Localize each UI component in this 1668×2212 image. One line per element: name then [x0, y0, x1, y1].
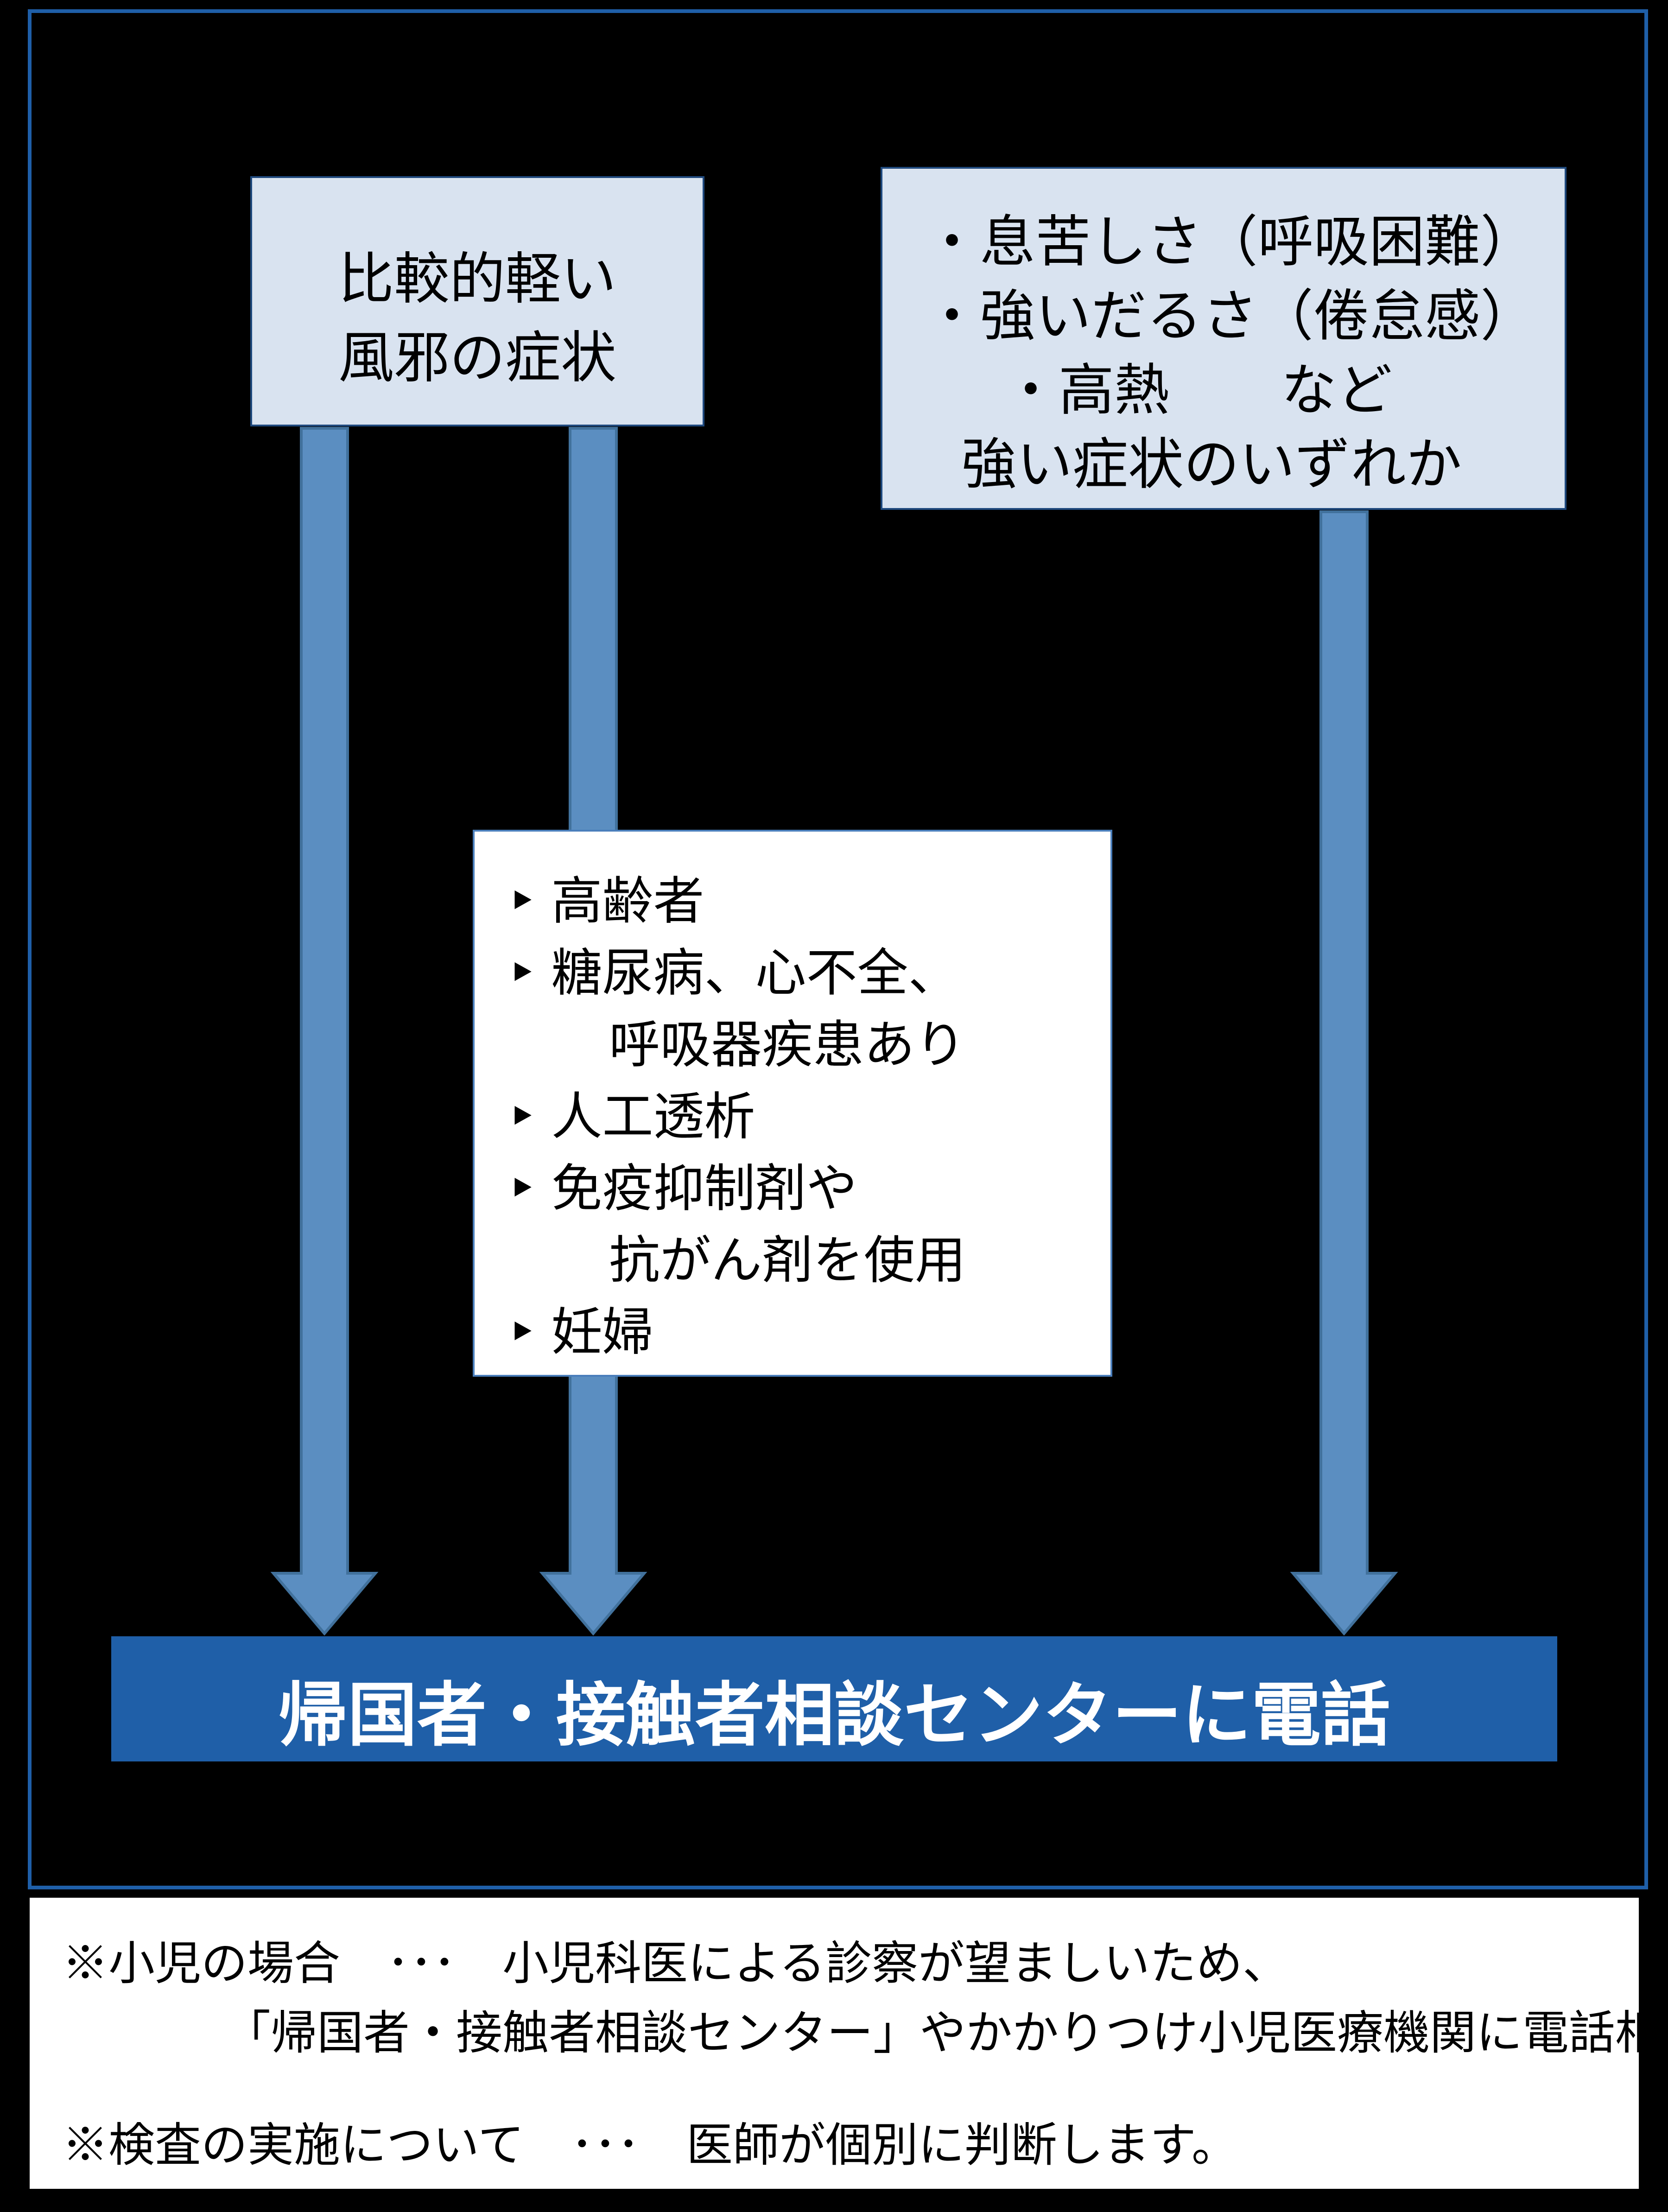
page: 比較的軽い 風邪の症状 ・息苦しさ（呼吸困難） ・強いだるさ（倦怠感） ・高熱 … [0, 0, 1668, 2212]
risk-item: ‣ 高齢者 [507, 859, 704, 934]
box-risk-factors: ‣ 高齢者‣ 糖尿病、心不全、 呼吸器疾患あり‣ 人工透析‣ 免疫抑制剤や 抗が… [473, 830, 1112, 1377]
risk-item: ‣ 人工透析 [507, 1075, 755, 1149]
risk-item: ‣ 妊婦 [507, 1290, 653, 1365]
box-cta: 帰国者・接触者相談センターに電話 [111, 1636, 1557, 1761]
risk-item: 抗がん剤を使用 [507, 1219, 966, 1293]
risk-item: ‣ 免疫抑制剤や [507, 1147, 857, 1221]
risk-item: ‣ 糖尿病、心不全、 [507, 931, 959, 1005]
severe-line1: ・息苦しさ（呼吸困難） [924, 197, 1536, 277]
mild-line1: 比較的軽い [252, 234, 703, 314]
severe-line3: ・高熱 など [1003, 345, 1392, 426]
mild-line2: 風邪の症状 [252, 312, 703, 393]
box-mild-symptoms: 比較的軽い 風邪の症状 [250, 176, 704, 426]
severe-line4: 強い症状のいずれか [961, 419, 1462, 500]
severe-line2: ・強いだるさ（倦怠感） [924, 271, 1536, 351]
box-severe-symptoms: ・息苦しさ（呼吸困難） ・強いだるさ（倦怠感） ・高熱 など 強い症状のいずれか [881, 167, 1567, 510]
risk-item: 呼吸器疾患あり [507, 1003, 966, 1077]
cta-text: 帰国者・接触者相談センターに電話 [113, 1659, 1555, 1760]
